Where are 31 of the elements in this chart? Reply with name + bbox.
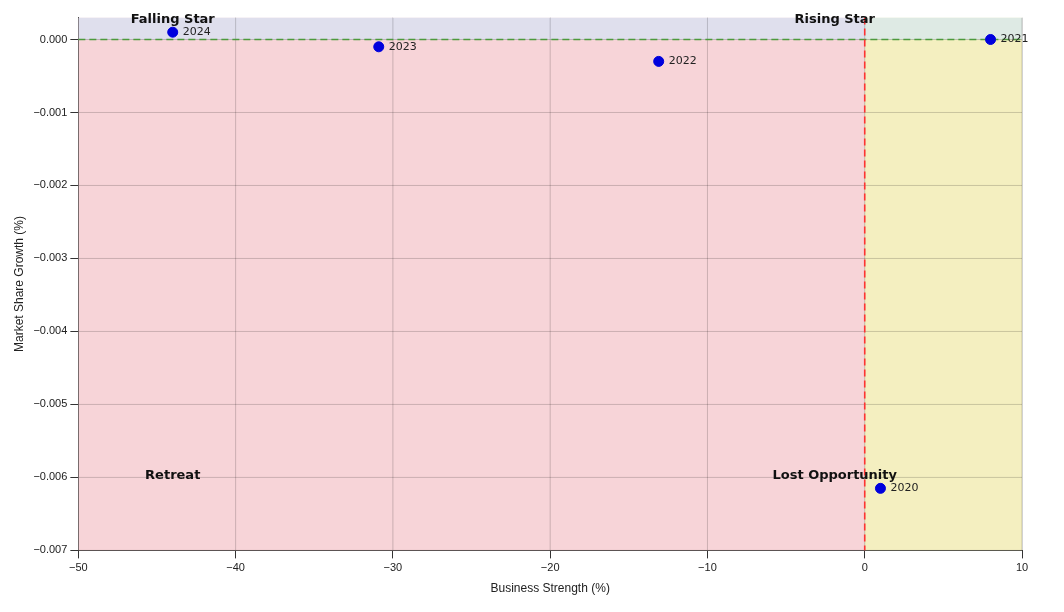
x-tick-label: 10 [1015,561,1029,574]
y-axis-title: Market Share Growth (%) [11,215,26,353]
x-tick-label: −30 [383,561,403,574]
x-tick-label: −10 [698,561,717,574]
y-tick-label: −0.003 [33,251,68,264]
annotation: 2021 [1000,32,1029,46]
x-tick-label: −50 [69,561,88,574]
point [167,26,179,38]
x-tick-label: −40 [226,561,245,574]
point [985,34,997,45]
y-tick-label: −0.007 [33,543,68,556]
y-tick-label: −0.005 [33,397,68,410]
point [653,55,665,67]
y-tick-label: −0.004 [33,324,68,337]
annotation: 2024 [182,25,211,39]
annotation: Retreat [145,467,201,483]
annotation: Falling Star [130,10,216,26]
annotation: 2023 [388,39,417,53]
x-tick-label: 0 [861,561,868,574]
annotation: Lost Opportunity [772,467,898,483]
annotation: Rising Star [794,10,876,26]
x-tick-label: −20 [540,561,560,574]
point [874,482,886,494]
y-tick-label: 0.000 [39,32,68,45]
annotation: 2020 [890,481,919,495]
x-axis-title: Business Strength (%) [490,581,610,596]
point [373,41,385,53]
y-tick-label: −0.006 [33,470,68,483]
y-tick-label: −0.001 [33,105,68,118]
y-tick-label: −0.002 [33,178,68,191]
annotation: 2022 [668,54,697,68]
